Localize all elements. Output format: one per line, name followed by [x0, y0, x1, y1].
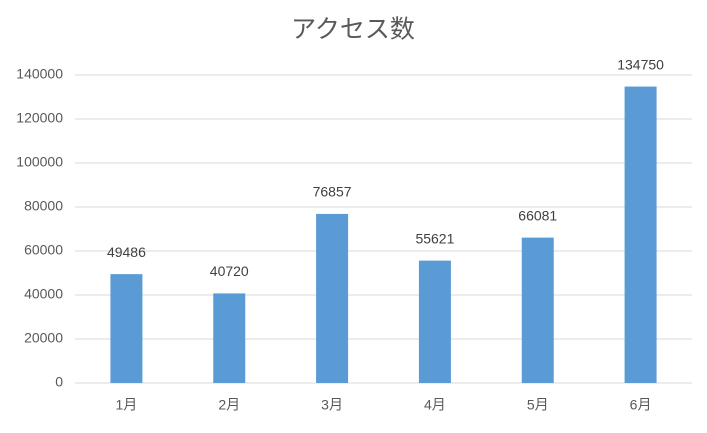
y-tick-label: 80000 — [24, 198, 63, 214]
y-tick-label: 100000 — [16, 154, 63, 170]
value-label: 55621 — [415, 230, 454, 246]
bar — [110, 274, 143, 383]
bar — [521, 237, 554, 383]
bar — [418, 260, 451, 383]
y-tick-label: 40000 — [24, 286, 63, 302]
value-label: 76857 — [313, 184, 352, 200]
y-tick-label: 0 — [55, 374, 63, 390]
x-tick-label: 1月 — [116, 397, 138, 413]
value-label: 40720 — [210, 263, 249, 279]
x-tick-label: 5月 — [527, 397, 549, 413]
y-tick-label: 20000 — [24, 330, 63, 346]
chart-title: アクセス数 — [291, 16, 415, 44]
bar — [316, 213, 349, 383]
y-tick-label: 140000 — [16, 66, 63, 82]
y-tick-label: 60000 — [24, 242, 63, 258]
x-tick-label: 3月 — [321, 397, 343, 413]
y-tick-label: 120000 — [16, 110, 63, 126]
value-label: 66081 — [518, 207, 557, 223]
bar — [624, 86, 657, 384]
x-tick-label: 4月 — [424, 397, 446, 413]
x-tick-label: 2月 — [218, 397, 240, 413]
x-tick-label: 6月 — [630, 397, 652, 413]
value-label: 134750 — [617, 56, 664, 72]
value-label: 49486 — [107, 244, 146, 260]
bar — [213, 293, 246, 383]
